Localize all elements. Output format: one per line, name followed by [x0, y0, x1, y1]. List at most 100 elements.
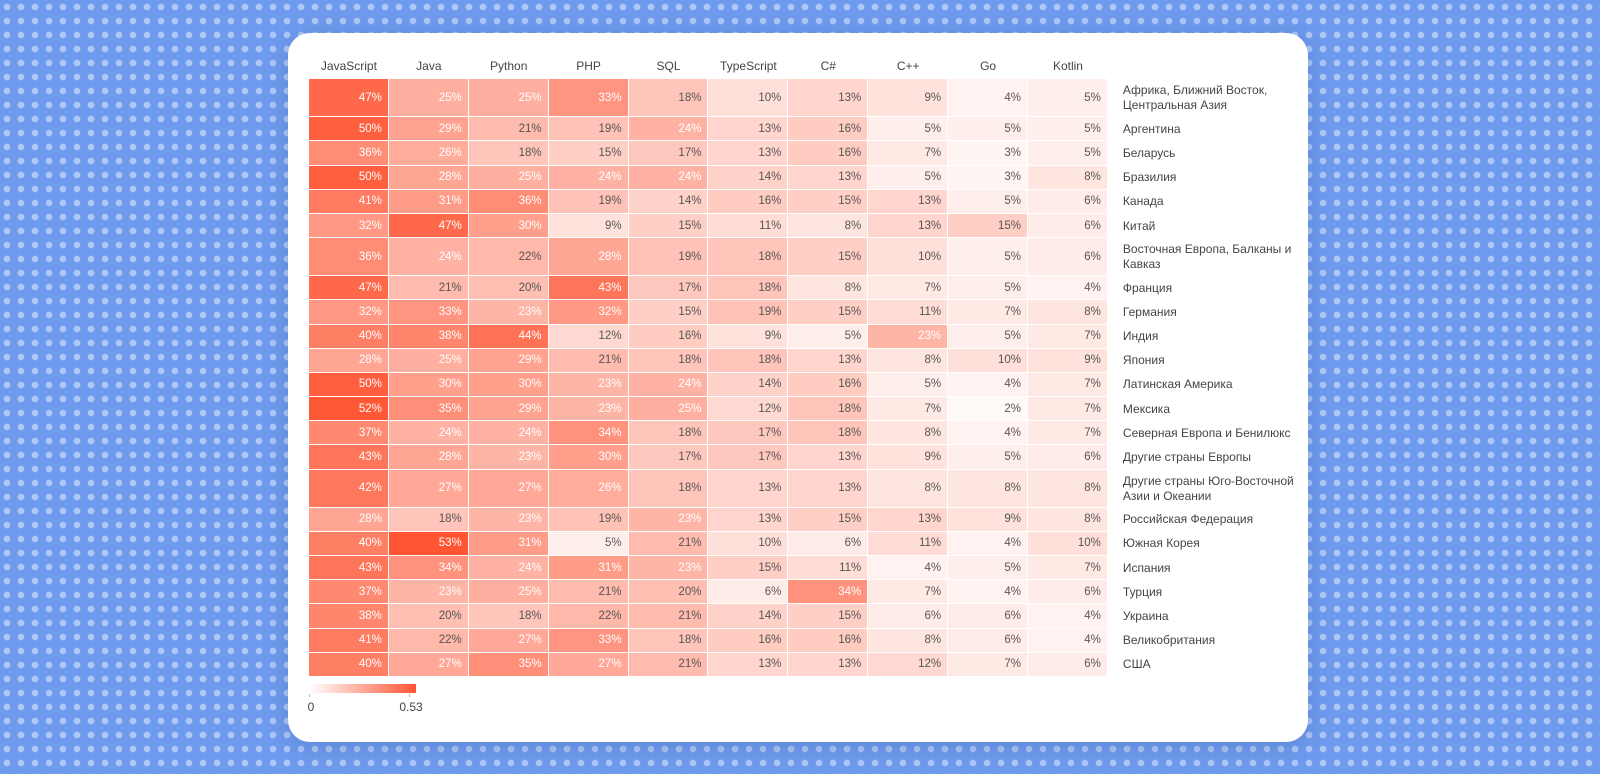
cell-label: 17% [678, 281, 702, 294]
cell-label: 7% [924, 281, 942, 294]
cell-label: 16% [838, 378, 862, 391]
cell-label: 13% [838, 354, 862, 367]
colorbar-tick [409, 694, 410, 697]
cell-label: 19% [598, 195, 622, 208]
cell-label: 25% [518, 585, 542, 598]
heatmap-cell: 33% [548, 79, 629, 118]
cell-label: 5% [924, 122, 942, 135]
cell-label: 13% [758, 658, 782, 671]
cell-label: 21% [678, 537, 702, 550]
heatmap-cell: 15% [788, 507, 869, 532]
cell-label: 32% [598, 305, 622, 318]
heatmap-cell: 18% [628, 348, 709, 373]
heatmap-cell: 17% [628, 141, 709, 166]
cell-label: 9% [924, 91, 942, 104]
column-label: SQL [656, 59, 681, 73]
heatmap-cell: 8% [1028, 469, 1108, 508]
cell-label: 13% [838, 171, 862, 184]
heatmap-cell: 18% [628, 79, 709, 118]
heatmap-cell: 12% [868, 652, 949, 677]
cell-label: 6% [1004, 609, 1022, 622]
heatmap-cell: 6% [788, 531, 869, 556]
cell-label: 13% [758, 482, 782, 495]
heatmap-cell: 2% [948, 397, 1029, 422]
heatmap-cell: 14% [708, 372, 789, 398]
heatmap-cell: 29% [468, 348, 549, 373]
heatmap-cell: 43% [309, 445, 389, 470]
heatmap-cell: 11% [868, 300, 949, 325]
cell-label: 9% [764, 330, 782, 343]
cell-label: 33% [438, 305, 462, 318]
heatmap-cell: 33% [388, 300, 469, 325]
cell-label: 43% [358, 451, 382, 464]
heatmap-cell: 25% [388, 79, 469, 118]
heatmap-cell: 18% [468, 141, 549, 166]
cell-label: 28% [438, 171, 462, 184]
row-label: Китай [1122, 218, 1156, 233]
cell-label: 34% [838, 585, 862, 598]
cell-label: 10% [1077, 537, 1101, 550]
heatmap-cell: 4% [948, 372, 1029, 398]
cell-label: 24% [438, 426, 462, 439]
heatmap-cell: 8% [868, 628, 949, 653]
heatmap-cell: 27% [468, 469, 549, 508]
heatmap-cell: 3% [948, 141, 1029, 166]
cell-label: 18% [758, 250, 782, 263]
cell-label: 28% [358, 513, 382, 526]
cell-label: 25% [438, 91, 462, 104]
heatmap-cell: 9% [868, 445, 949, 470]
cell-label: 4% [1084, 609, 1101, 622]
cell-label: 47% [358, 91, 382, 104]
heatmap-cell: 7% [1028, 556, 1108, 581]
heatmap-cell: 6% [708, 580, 789, 605]
heatmap-cell: 13% [788, 652, 869, 677]
row-label: Латинская Америка [1122, 377, 1233, 392]
cell-label: 16% [758, 195, 782, 208]
heatmap-cell: 16% [788, 117, 869, 142]
cell-label: 8% [924, 482, 942, 495]
heatmap-cell: 26% [548, 469, 629, 508]
cell-label: 30% [518, 219, 542, 232]
cell-label: 31% [518, 537, 542, 550]
heatmap-cell: 47% [309, 276, 389, 301]
cell-label: 18% [758, 354, 782, 367]
heatmap-cell: 42% [309, 469, 389, 508]
heatmap-cell: 8% [868, 421, 949, 446]
heatmap-cell: 34% [548, 421, 629, 446]
heatmap-cell: 50% [309, 117, 389, 142]
heatmap: JavaScript Java Python PHP SQL TypeScript C# C+… [309, 55, 1298, 677]
heatmap-cell: 9% [868, 79, 949, 118]
cell-label: 13% [758, 513, 782, 526]
heatmap-cell: 36% [309, 238, 389, 277]
cell-label: 35% [438, 402, 462, 415]
heatmap-cell: 14% [708, 604, 789, 629]
heatmap-cell: 34% [388, 556, 469, 581]
heatmap-cell: 23% [468, 445, 549, 470]
cell-label: 33% [598, 634, 622, 647]
cell-label: 7% [1084, 426, 1101, 439]
cell-label: 30% [518, 378, 542, 391]
cell-label: 5% [1084, 122, 1101, 135]
heatmap-cell: 32% [309, 213, 389, 239]
cell-label: 9% [604, 219, 622, 232]
heatmap-cell: 19% [628, 238, 709, 277]
cell-label: 15% [678, 305, 702, 318]
cell-label: 13% [838, 658, 862, 671]
heatmap-cell: 8% [1028, 507, 1108, 532]
cell-label: 15% [838, 195, 862, 208]
cell-label: 23% [678, 561, 702, 574]
cell-label: 11% [918, 537, 942, 550]
cell-label: 8% [924, 354, 942, 367]
heatmap-cell: 5% [948, 445, 1029, 470]
heatmap-cell: 47% [388, 213, 469, 239]
cell-label: 24% [678, 378, 702, 391]
cell-label: 6% [1084, 250, 1101, 263]
heatmap-cell: 23% [388, 580, 469, 605]
heatmap-cell: 6% [948, 628, 1029, 653]
cell-label: 18% [838, 426, 862, 439]
heatmap-cell: 10% [708, 79, 789, 118]
heatmap-cell: 44% [468, 324, 549, 349]
heatmap-cell: 31% [468, 531, 549, 556]
heatmap-cell: 5% [948, 189, 1029, 214]
heatmap-cell: 6% [1028, 213, 1108, 239]
